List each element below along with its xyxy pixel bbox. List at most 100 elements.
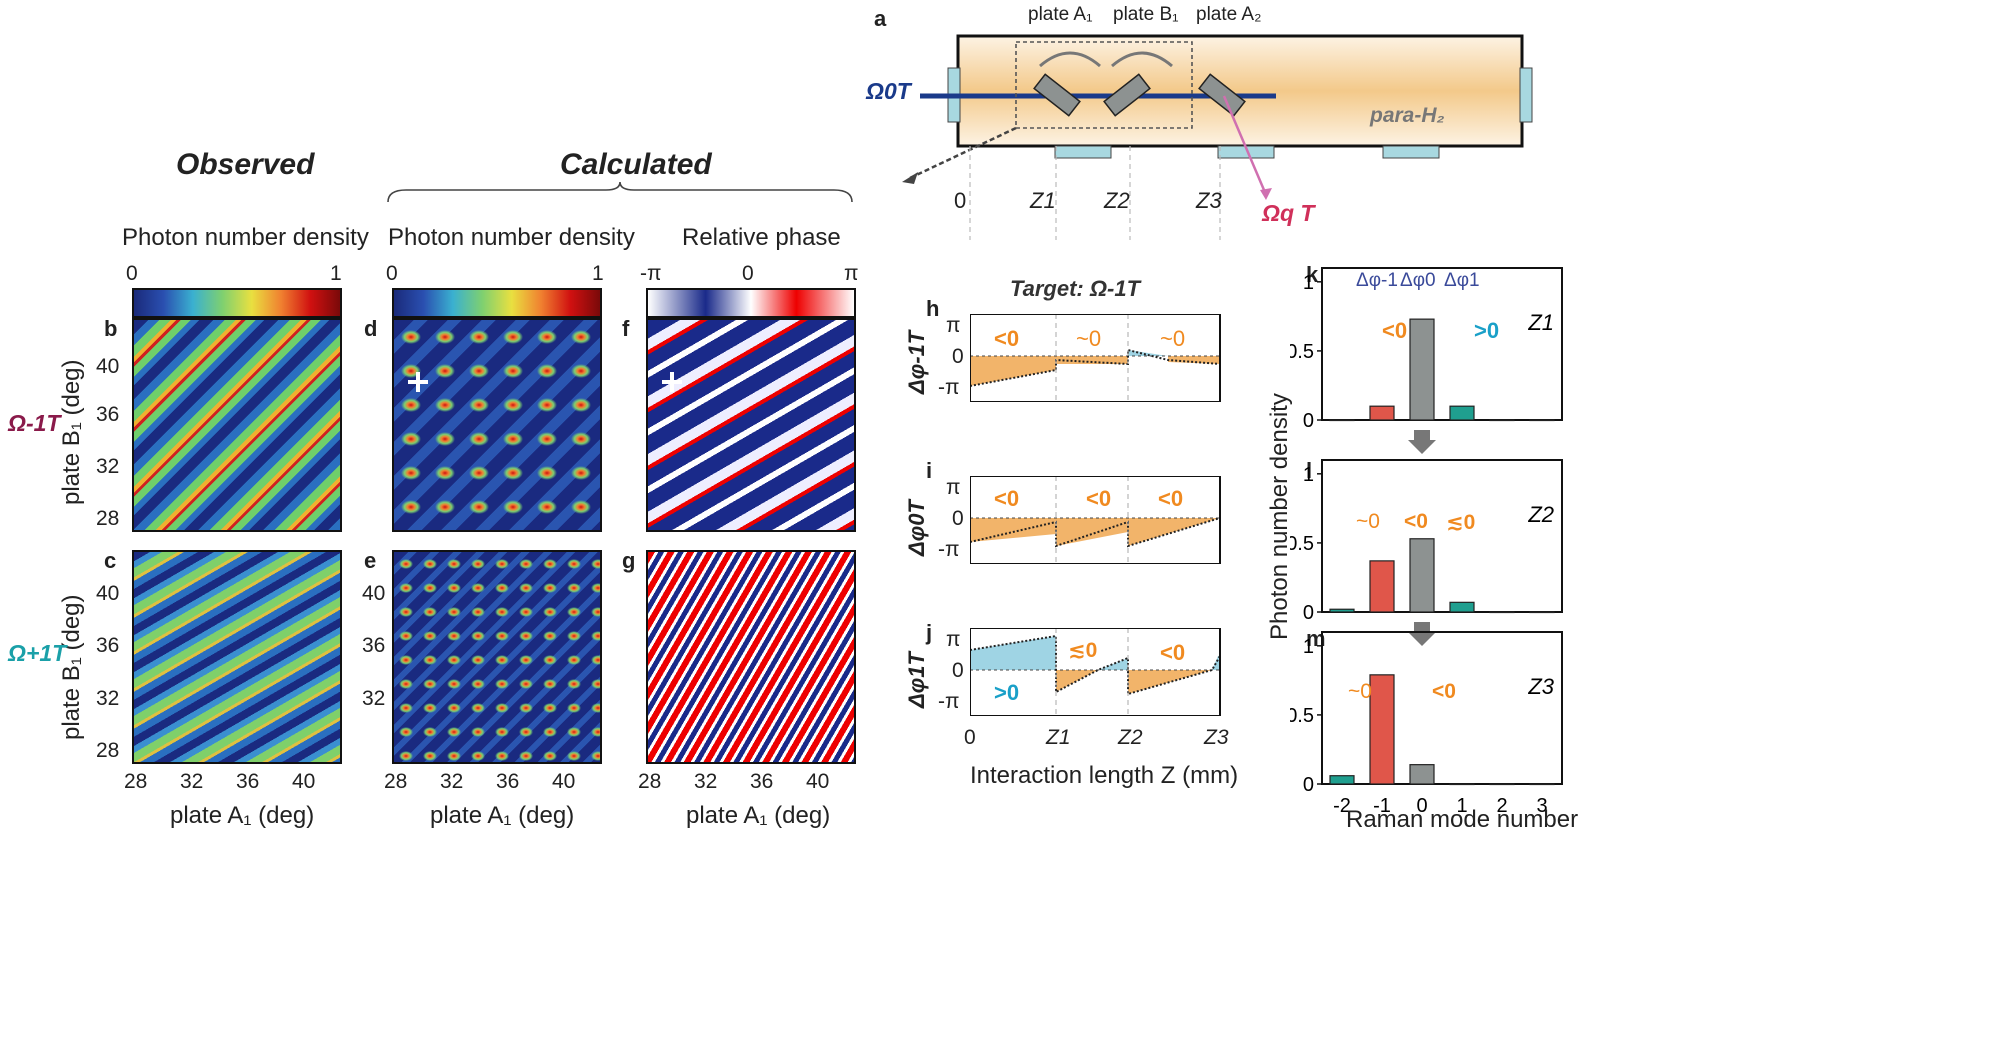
- bar-y-tick: 1: [1303, 464, 1314, 486]
- i-tick-pi: π: [946, 476, 961, 499]
- header-observed: Observed: [176, 148, 315, 181]
- map-y-tick-28-top: 28: [96, 507, 120, 530]
- panel-label-a: a: [874, 6, 887, 31]
- h-ylabel: Δφ-1T: [904, 330, 929, 394]
- cbar3-max: π: [844, 262, 859, 285]
- bar-x-tick: -2: [1333, 795, 1351, 817]
- calculated-brace: [387, 181, 853, 203]
- i-label-3: <0: [1158, 486, 1184, 511]
- bar-panel-l: 1 0.5 0 Z2: [1290, 459, 1563, 646]
- bar-x-tick: 2: [1496, 795, 1507, 817]
- map-ylabel-bottom: plate B₁ (deg): [58, 594, 85, 740]
- j-label-2: ≲0: [1068, 639, 1098, 662]
- map-y-tick-36-d: 36: [362, 634, 386, 657]
- phase-x-0: 0: [964, 726, 976, 749]
- bar-k-mode-1: [1449, 405, 1475, 421]
- j-tick-mpi: -π: [938, 690, 960, 713]
- j-tick-pi: π: [946, 628, 961, 651]
- panel-label-d: d: [364, 316, 378, 341]
- map-y-tick-40-top: 40: [96, 355, 120, 378]
- bar-m-mode--2: [1329, 775, 1355, 785]
- map-x-tick-28-b: 28: [124, 770, 148, 793]
- map-y-tick-40-bottom: 40: [96, 582, 120, 605]
- map-y-tick-40-d: 40: [362, 582, 386, 605]
- m-annotation-2: <0: [1432, 680, 1456, 703]
- bar-x-tick: -1: [1373, 795, 1391, 817]
- map-f-phase-minus1: [646, 318, 856, 532]
- phase-x-z2: Z2: [1118, 726, 1143, 749]
- cbar1-max: 1: [330, 262, 342, 285]
- h-tick-pi: π: [946, 314, 961, 337]
- bar-m-mode-2: [1489, 783, 1515, 786]
- bar-xlabel: Raman mode number: [1346, 806, 1579, 833]
- map-y-tick-32-top: 32: [96, 455, 120, 478]
- j-ylabel: Δφ1T: [904, 652, 929, 708]
- panel-label-c: c: [104, 548, 117, 573]
- phase-plot-j: [970, 628, 1221, 716]
- bar-m-mode-1: [1449, 783, 1475, 786]
- phase-plot-h: [970, 314, 1221, 402]
- phase-colorbar: [646, 288, 856, 318]
- subtitle-observed-density: Photon number density: [122, 224, 369, 251]
- crosshair-d: [408, 372, 428, 392]
- bar-panel-title-k: Z1: [1527, 310, 1554, 335]
- bar-y-tick: 0.5: [1290, 705, 1314, 727]
- l-annotation-1: ~0: [1356, 510, 1380, 533]
- k-annotation-dphi-0: Δφ0: [1400, 270, 1436, 291]
- bar-k-mode-3: [1529, 419, 1555, 422]
- map-y-tick-28-bottom: 28: [96, 739, 120, 762]
- panel-label-i: i: [926, 458, 933, 483]
- map-x-tick-32-b: 32: [180, 770, 204, 793]
- row-label-minus1: Ω-1T: [8, 410, 61, 436]
- map-y-tick-32-bottom: 32: [96, 687, 120, 710]
- density-colorbar-observed: [132, 288, 342, 318]
- subtitle-calculated-density: Photon number density: [388, 224, 635, 251]
- map-x-tick-36-b: 36: [236, 770, 260, 793]
- h-label-1: <0: [994, 326, 1020, 351]
- phase-x-z1: Z1: [1046, 726, 1071, 749]
- bar-k-mode-0: [1409, 318, 1435, 421]
- bar-y-tick: 0: [1303, 774, 1314, 796]
- header-calculated: Calculated: [560, 148, 712, 181]
- cbar3-mid: 0: [742, 262, 754, 285]
- map-y-tick-32-d: 32: [362, 687, 386, 710]
- k-annotation-dphi-1: Δφ1: [1444, 270, 1480, 291]
- panel-label-b: b: [104, 316, 118, 341]
- bar-x-tick: 3: [1536, 795, 1547, 817]
- bar-k-mode--2: [1329, 419, 1355, 422]
- i-ylabel: Δφ0T: [904, 500, 929, 556]
- row-label-plus1: Ω+1T: [8, 640, 67, 666]
- position-z3: Z3: [1196, 188, 1222, 213]
- bar-y-tick: 1: [1303, 636, 1314, 658]
- j-label-3: <0: [1160, 640, 1186, 665]
- bar-l-mode--2: [1329, 608, 1355, 613]
- bar-k-mode--1: [1369, 405, 1395, 421]
- cbar2-min: 0: [386, 262, 398, 285]
- h-tick-0: 0: [952, 345, 964, 368]
- panel-label-k: k: [1306, 262, 1319, 287]
- k-annotation-pos: >0: [1474, 318, 1500, 343]
- bar-y-tick: 0: [1303, 602, 1314, 624]
- bar-x-tick: 1: [1456, 795, 1467, 817]
- bar-panel-m: 1 0.5 0 Z3 -2 -1 0 1 2 3: [1290, 631, 1563, 817]
- bar-y-tick: 1: [1303, 272, 1314, 294]
- map-y-tick-36-bottom: 36: [96, 634, 120, 657]
- schematic-diagram: [902, 34, 1533, 240]
- panel-label-h: h: [926, 296, 940, 321]
- map-y-tick-36-top: 36: [96, 403, 120, 426]
- h-label-3: ~0: [1160, 326, 1186, 351]
- panel-label-j: j: [926, 620, 933, 645]
- bar-y-tick: 0: [1303, 410, 1314, 432]
- bar-y-tick: 0.5: [1290, 533, 1314, 555]
- density-colorbar-calculated: [392, 288, 602, 318]
- i-tick-mpi: -π: [938, 538, 960, 561]
- input-beam-label: Ω0T: [866, 78, 911, 104]
- map-xlabel-f: plate A₁ (deg): [686, 802, 831, 829]
- subtitle-relative-phase: Relative phase: [682, 224, 841, 251]
- map-ylabel-top: plate B₁ (deg): [58, 359, 85, 505]
- map-g-phase-plus1: [646, 550, 856, 764]
- bar-l-mode-1: [1449, 601, 1475, 613]
- panel-label-f: f: [622, 316, 630, 341]
- h-tick-mpi: -π: [938, 376, 960, 399]
- h-label-2: ~0: [1076, 326, 1102, 351]
